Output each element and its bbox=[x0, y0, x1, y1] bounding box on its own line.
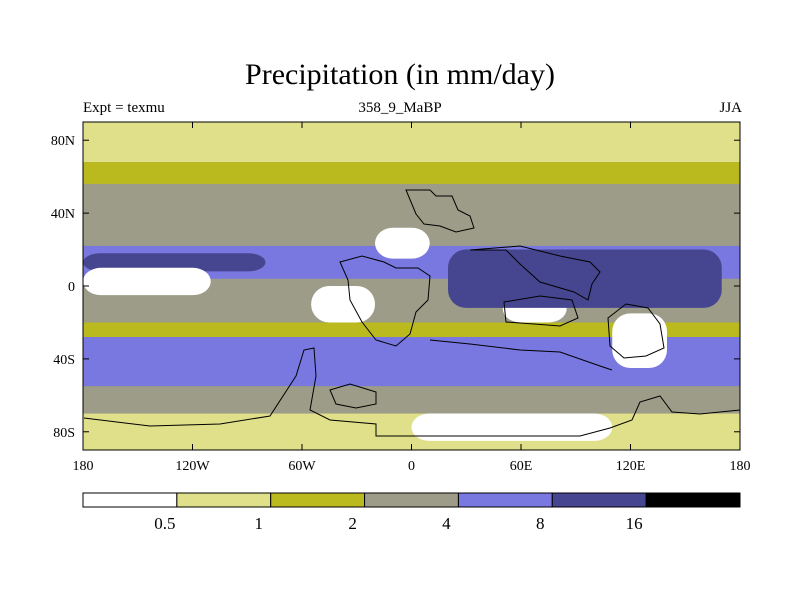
field-dry_australia bbox=[612, 313, 667, 368]
x-tick-label: 60E bbox=[510, 459, 533, 474]
field-dry_antarctic bbox=[411, 413, 613, 441]
colorbar-level-label: 16 bbox=[626, 514, 643, 533]
colorbar-swatch bbox=[270, 492, 366, 508]
chart-title: Precipitation (in mm/day) bbox=[245, 58, 555, 91]
x-tick-label: 180 bbox=[730, 459, 751, 474]
subtitle-center: 358_9_MaBP bbox=[358, 100, 442, 116]
colorbar-swatch bbox=[176, 492, 272, 508]
x-tick-label: 0 bbox=[408, 459, 415, 474]
colorbar-swatch bbox=[645, 492, 741, 508]
colorbar-swatch bbox=[82, 492, 178, 508]
field-band_high_north bbox=[83, 122, 740, 163]
x-tick-label: 180 bbox=[73, 459, 94, 474]
colorbar-level-label: 2 bbox=[348, 514, 357, 533]
field-dry_africa bbox=[311, 286, 375, 323]
colorbar-level-label: 8 bbox=[536, 514, 545, 533]
x-tick-label: 60W bbox=[288, 459, 316, 474]
colorbar-swatch bbox=[551, 492, 647, 508]
precipitation-field bbox=[83, 122, 740, 450]
x-tick-label: 120W bbox=[175, 459, 210, 474]
coastlines bbox=[83, 189, 740, 437]
x-tick-label: 120E bbox=[616, 459, 646, 474]
colorbar-level-label: 0.5 bbox=[154, 514, 175, 533]
field-asia_monsoon bbox=[448, 249, 722, 308]
field-equatorial_dry bbox=[83, 267, 211, 296]
y-tick-label: 80S bbox=[53, 426, 75, 441]
subtitle-left: Expt = texmu bbox=[83, 100, 165, 116]
y-tick-label: 40N bbox=[51, 207, 75, 222]
y-tick-label: 80N bbox=[51, 134, 75, 149]
y-tick-label: 40S bbox=[53, 353, 75, 368]
field-itcz_core bbox=[83, 253, 266, 272]
colorbar-swatch bbox=[364, 492, 459, 508]
field-band_north_dry bbox=[83, 162, 740, 184]
y-tick-label: 0 bbox=[68, 280, 75, 295]
axes: 180 120W 60W 0 60E 120E 180 80N 40N 0 40S 80S bbox=[51, 122, 751, 474]
colorbar-level-label: 1 bbox=[254, 514, 263, 533]
field-south_polar bbox=[83, 413, 740, 450]
colorbar: 0.5 1 2 4 8 16 bbox=[82, 492, 741, 533]
subtitle-right: JJA bbox=[719, 100, 742, 116]
field-dry_north_subtropic bbox=[375, 227, 430, 259]
colorbar-swatch bbox=[457, 492, 553, 508]
colorbar-level-label: 4 bbox=[442, 514, 451, 533]
